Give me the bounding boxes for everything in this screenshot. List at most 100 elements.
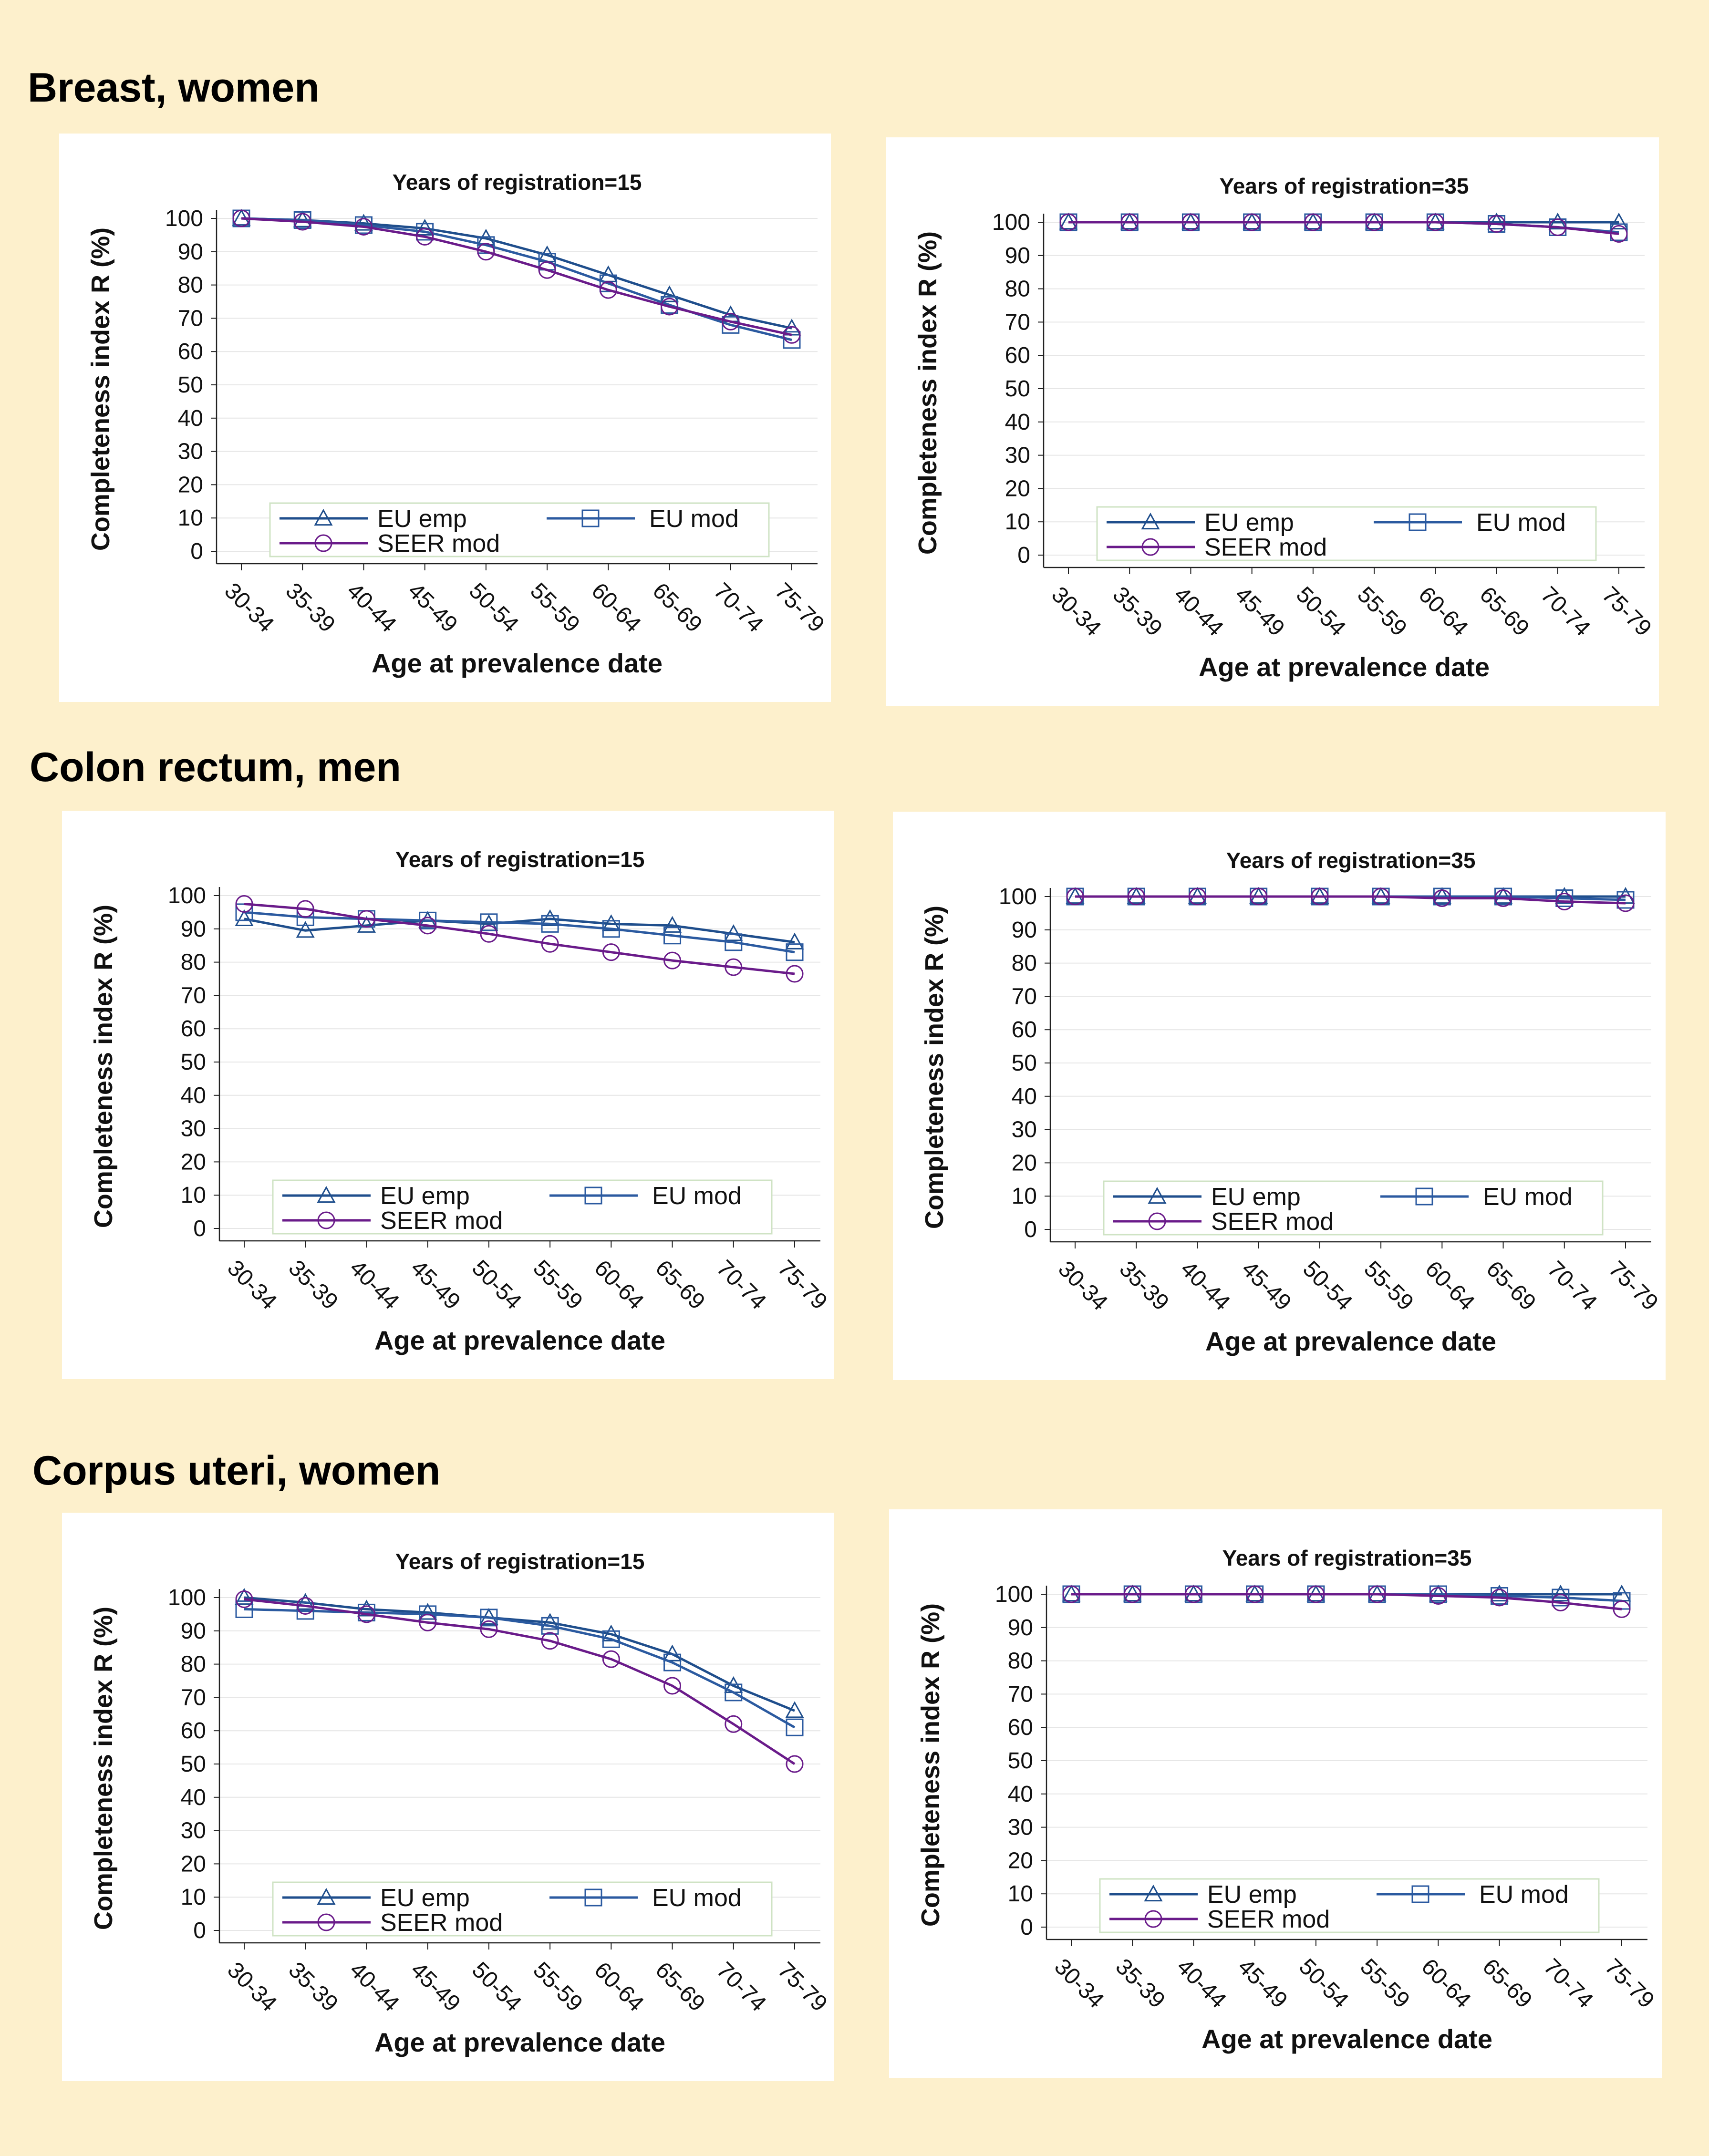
data-point [601,1624,621,1641]
data-point [540,1613,559,1630]
data-point [1304,213,1322,231]
x-tick-label: 55-59 [528,1255,587,1314]
data-point [419,911,437,929]
x-axis-label: Age at prevalence date [374,1325,665,1355]
y-axis-label: Completeness index R (%) [916,1603,945,1927]
data-point [235,1590,253,1608]
chart-panel-colon-35: Years of registration=35 0 10 20 30 40 50 60 70 8… [893,812,1666,1380]
chart-title: Years of registration=35 [1220,174,1469,198]
x-tick-label: 30-34 [222,1255,281,1314]
x-axis-label: Age at prevalence date [372,648,663,678]
y-tick-label: 30 [181,1116,206,1142]
data-point [1188,887,1206,906]
data-point [480,925,498,943]
x-tick-label: 60-64 [1414,582,1473,641]
y-tick-label: 10 [181,1183,206,1208]
data-point [602,920,620,938]
y-tick-label: 20 [1012,1150,1037,1176]
data-point [1250,887,1268,906]
x-tick-label: 60-64 [587,578,646,637]
chart-title: Years of registration=15 [395,1549,645,1574]
y-tick-label: 0 [1020,1915,1033,1940]
data-point [235,1588,254,1605]
y-tick-label: 70 [178,306,203,331]
legend: EU emp EU mod SEER mod [1099,1878,1600,1933]
x-tick-label: 75-79 [773,1255,832,1314]
x-tick-label: 50-54 [467,1957,526,2016]
x-tick-label: 30-34 [1046,582,1106,641]
data-point [415,218,435,236]
legend-box [272,1179,773,1235]
x-tick-label: 65-69 [1478,1954,1537,2013]
data-point [235,909,254,926]
legend-label: EU emp [1207,1881,1297,1908]
data-point [1490,1584,1509,1602]
data-point [661,298,679,316]
legend-label: SEER mod [1211,1208,1334,1236]
series-line-eu-mod [244,1608,796,1729]
y-tick-label: 10 [1008,1881,1033,1907]
legend-box [1103,1180,1604,1236]
y-tick-label: 20 [178,472,203,497]
legend-label: EU emp [1204,509,1294,536]
data-point [296,921,315,938]
triangle-marker-icon [1144,1884,1163,1902]
legend-label: EU mod [652,1182,742,1210]
chart-title: Years of registration=35 [1226,848,1476,873]
y-tick-label: 40 [181,1083,206,1108]
series-line-seer-mod [244,902,795,975]
y-tick-label: 90 [181,917,206,942]
legend-label: EU emp [377,505,467,533]
circle-marker-icon [1141,538,1160,556]
y-tick-label: 100 [992,210,1030,235]
x-tick-label: 35-39 [283,1957,342,2016]
data-point [1429,1587,1447,1605]
x-tick-label: 30-34 [1053,1256,1112,1315]
y-axis-label: Completeness index R (%) [89,1607,118,1930]
section-title-colon-rectum: Colon rectum, men [30,744,401,790]
series-line-seer-mod [1071,1593,1622,1610]
y-tick-label: 20 [1008,1848,1033,1873]
data-point [1552,1589,1570,1607]
x-tick-label: 40-44 [1172,1954,1231,2013]
legend-box [1099,1878,1600,1933]
x-tick-label: 40-44 [345,1255,404,1314]
y-tick-label: 100 [168,1585,206,1610]
series-line-seer-mod [1068,221,1619,235]
data-point [663,1653,682,1671]
data-point [357,1599,376,1617]
data-point [1613,1600,1631,1618]
legend-box [272,1881,773,1937]
y-tick-label: 70 [181,1685,206,1710]
y-tick-label: 60 [1005,343,1030,368]
data-point [725,933,743,951]
y-tick-label: 30 [1005,443,1030,468]
legend-label: SEER mod [380,1207,503,1235]
data-point [663,1644,682,1661]
triangle-marker-icon [317,1888,336,1905]
x-tick-label: 50-54 [1291,582,1350,641]
y-tick-label: 100 [165,206,203,231]
data-point [357,916,376,933]
data-point [1426,213,1444,231]
x-tick-label: 70-74 [1536,582,1595,641]
data-point [1549,218,1567,236]
x-tick-label: 50-54 [464,578,523,637]
data-point [477,236,495,254]
line-chart: Years of registration=15 0 10 20 30 40 50 60 70 8… [86,170,829,678]
legend-label: SEER mod [380,1909,503,1937]
data-point [1184,1585,1202,1603]
x-tick-label: 55-59 [528,1957,587,2016]
square-marker-icon [584,1888,602,1907]
data-point [1552,1593,1570,1611]
data-point [1548,212,1567,230]
series-line-eu-mod [241,217,792,341]
data-point [599,274,617,292]
series-line-seer-mod [1075,895,1626,905]
x-tick-label: 60-64 [1420,1256,1480,1315]
y-tick-label: 30 [1008,1815,1033,1840]
data-point [1372,887,1390,906]
chart-panel-breast-15: Years of registration=15 0 10 20 30 40 50 60 70 8… [59,134,831,702]
data-point [1555,887,1574,904]
x-tick-label: 50-54 [1294,1954,1353,2013]
